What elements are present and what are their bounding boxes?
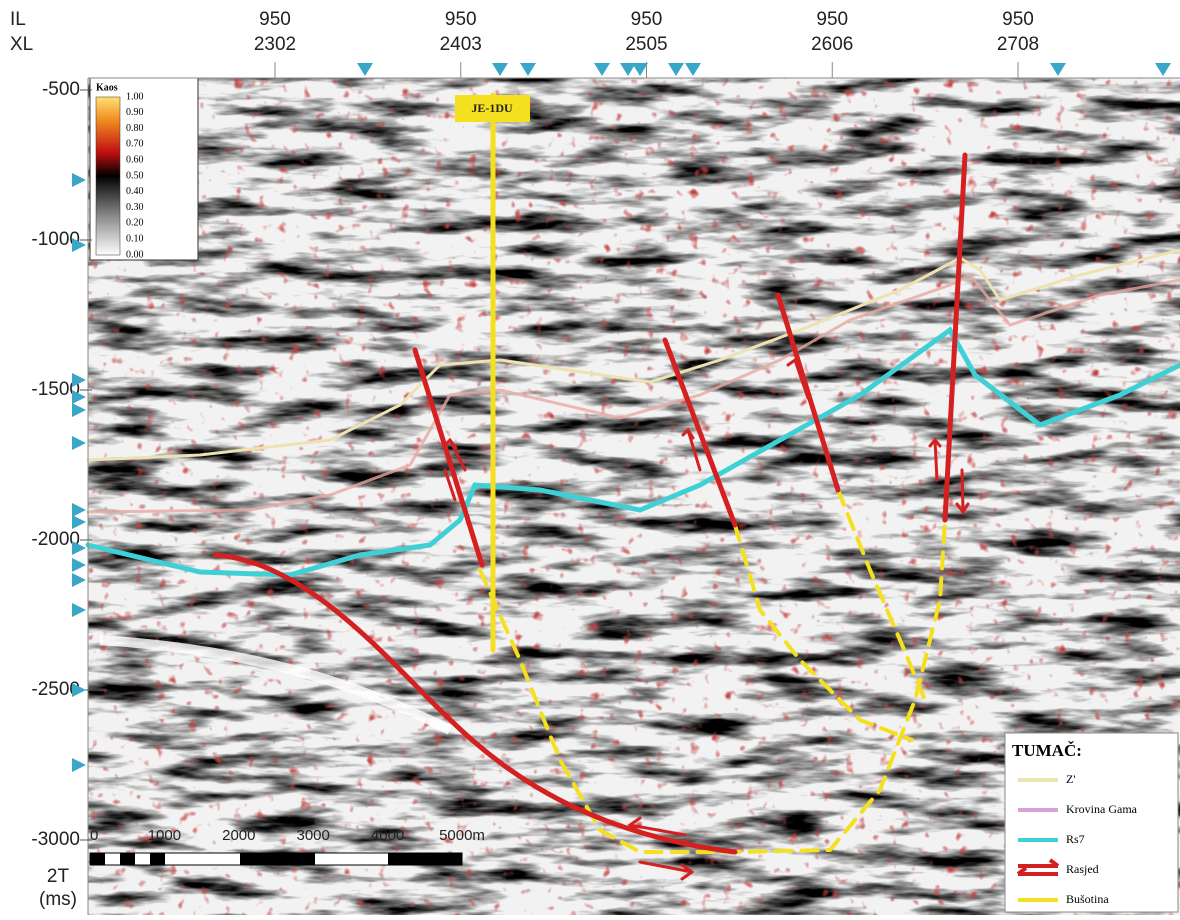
colorbar-tick-label: 0.60 [126,154,144,165]
legend-label: Rasjed [1066,862,1099,876]
well-marker [72,373,86,387]
well-marker [72,503,86,517]
scale-bar-label: 5000m [439,827,485,844]
well-marker [492,63,508,76]
legend-label: Rs7 [1066,832,1085,846]
scale-bar [89,852,463,866]
well-path-dashed [836,488,927,702]
xl-label: XL [10,34,33,55]
legend: TUMAČ: [1004,732,1179,913]
well-label-box [455,95,530,122]
well-marker [72,573,86,587]
well-marker [72,683,86,697]
il-label: IL [10,9,26,30]
xl-tick-label: 2606 [811,34,853,55]
well-marker [72,541,86,555]
xl-tick-label: 2403 [440,34,482,55]
colorbar-tick-label: 0.90 [126,107,144,118]
legend-box [1004,732,1179,913]
well-marker [72,436,86,450]
scale-bar-label: 2000 [222,827,255,844]
fault [212,552,738,855]
well-marker [72,558,86,572]
legend-label: Bušotina [1066,892,1109,906]
scale-bar-label: 1000 [148,827,181,844]
y-tick-label: -2000 [31,529,80,550]
legend-symbol [1016,858,1060,876]
y-tick-label: -2500 [31,679,80,700]
legend-label: Z' [1066,772,1076,786]
reflector-band [99,635,453,735]
colorbar-title: Kaos [96,82,118,93]
well-path-dashed [733,523,914,742]
fault [412,347,485,568]
well-marker [685,63,701,76]
scale-bar-label: 3000 [297,827,330,844]
well-marker [620,63,636,76]
well-marker [594,63,610,76]
colorbar-tick-label: 0.80 [126,123,144,134]
colorbar: Kaos [89,77,199,261]
xl-tick-label: 2505 [625,34,667,55]
fault [662,337,738,528]
y-axis-label: 2T [47,866,70,887]
y-tick-label: -3000 [31,829,80,850]
faults [212,152,970,881]
seismic-image [88,78,1180,915]
y-tick-label: -500 [42,79,80,100]
scale-bar-label: 0 [90,827,98,844]
y-tick-label: -1000 [31,229,80,250]
well-label: JE-1DU [471,101,513,115]
well-marker [632,63,648,76]
colorbar-tick-label: 0.70 [126,139,144,150]
colorbar-tick-label: 0.50 [126,170,144,181]
well-marker [72,403,86,417]
legend-title: TUMAČ: [1012,741,1082,760]
scale-bar-label: 4000 [371,827,404,844]
colorbar-tick-label: 0.30 [126,202,144,213]
well-marker [520,63,536,76]
well-marker [72,603,86,617]
well-marker [357,63,373,76]
scale-bar-segments [90,853,462,865]
horizon-krovina-gama [86,273,1180,514]
horizon-rs7 [85,326,1180,578]
well-marker [72,515,86,529]
well-marker [1155,63,1171,76]
well-marker [668,63,684,76]
chaos-attribute [88,78,1180,915]
fault-arrows [627,816,695,881]
xl-tick-label: 2302 [254,34,296,55]
fault [775,292,841,493]
well-marker [72,390,86,404]
fault [942,152,968,523]
colorbar-tick-label: 0.20 [126,218,144,229]
il-tick-label: 950 [445,9,477,30]
well-marker [72,238,86,252]
il-tick-label: 950 [631,9,663,30]
il-tick-label: 950 [1002,9,1034,30]
colorbar-ramp [95,96,121,256]
xl-tick-label: 2708 [997,34,1039,55]
fault-arrows [443,357,970,515]
y-axis-unit: (ms) [39,889,77,910]
il-tick-label: 950 [259,9,291,30]
y-tick-label: -1500 [31,379,80,400]
interpretation: JE-1DU [85,92,1180,881]
colorbar-tick-label: 0.00 [126,249,144,260]
colorbar-tick-label: 1.00 [126,91,144,102]
il-tick-label: 950 [816,9,848,30]
well-marker [72,173,86,187]
well-marker [1050,63,1066,76]
horizon-z [86,248,1180,462]
colorbar-tick-label: 0.10 [126,233,144,244]
legend-label: Krovina Gama [1066,802,1138,816]
colorbar-tick-label: 0.40 [126,186,144,197]
well-marker [72,758,86,772]
